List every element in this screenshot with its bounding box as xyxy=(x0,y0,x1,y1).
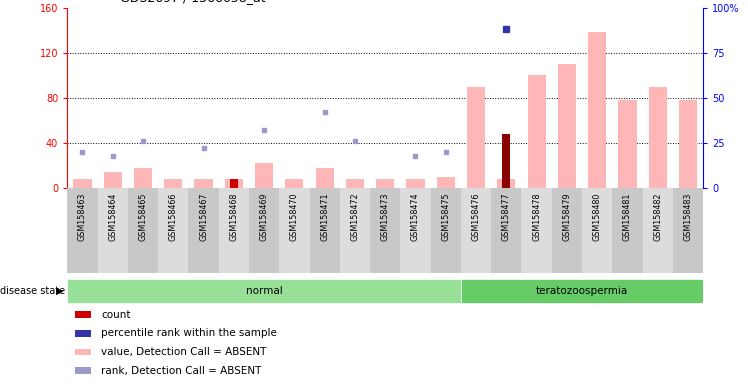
Bar xyxy=(249,188,279,273)
Bar xyxy=(502,134,510,188)
Bar xyxy=(673,188,703,273)
Bar xyxy=(619,100,637,188)
Bar xyxy=(461,279,703,303)
Bar xyxy=(188,188,218,273)
Bar xyxy=(75,330,91,337)
Text: GSM158476: GSM158476 xyxy=(471,192,480,241)
Bar xyxy=(497,179,515,188)
Text: GSM158472: GSM158472 xyxy=(351,192,360,241)
Bar xyxy=(218,188,249,273)
Bar xyxy=(285,179,304,188)
Bar xyxy=(400,188,431,273)
Bar xyxy=(134,168,152,188)
Bar xyxy=(67,188,97,273)
Bar xyxy=(461,188,491,273)
Bar xyxy=(158,188,188,273)
Bar xyxy=(75,311,91,318)
Bar xyxy=(128,188,158,273)
Bar xyxy=(340,188,370,273)
Text: GSM158481: GSM158481 xyxy=(623,192,632,241)
Text: percentile rank within the sample: percentile rank within the sample xyxy=(101,328,277,338)
Bar xyxy=(194,179,212,188)
Bar xyxy=(437,177,455,188)
Text: count: count xyxy=(101,310,130,319)
Bar xyxy=(527,75,546,188)
Bar xyxy=(521,188,552,273)
Bar xyxy=(467,87,485,188)
Bar xyxy=(75,349,91,356)
Text: GSM158464: GSM158464 xyxy=(108,192,117,241)
Text: rank, Detection Call = ABSENT: rank, Detection Call = ABSENT xyxy=(101,366,261,376)
Bar xyxy=(67,279,461,303)
Bar xyxy=(613,188,643,273)
Text: GSM158471: GSM158471 xyxy=(320,192,329,241)
Text: GSM158483: GSM158483 xyxy=(684,192,693,241)
Text: GSM158480: GSM158480 xyxy=(592,192,601,241)
Bar xyxy=(552,188,582,273)
Bar xyxy=(406,179,425,188)
Text: teratozoospermia: teratozoospermia xyxy=(536,286,628,296)
Text: GSM158466: GSM158466 xyxy=(169,192,178,241)
Bar xyxy=(97,188,128,273)
Bar xyxy=(104,172,122,188)
Bar xyxy=(310,188,340,273)
Bar xyxy=(582,188,613,273)
Bar xyxy=(588,33,606,188)
Bar xyxy=(558,64,576,188)
Text: ▶: ▶ xyxy=(56,286,64,296)
Bar xyxy=(679,100,697,188)
Bar xyxy=(370,188,400,273)
Text: GSM158478: GSM158478 xyxy=(532,192,541,241)
Text: disease state: disease state xyxy=(0,286,65,296)
Text: GSM158470: GSM158470 xyxy=(290,192,299,241)
Bar xyxy=(224,179,243,188)
Text: GSM158474: GSM158474 xyxy=(411,192,420,241)
Bar xyxy=(316,168,334,188)
Text: GSM158475: GSM158475 xyxy=(441,192,450,241)
Bar xyxy=(75,367,91,374)
Bar xyxy=(346,179,364,188)
Text: GDS2697 / 1566658_at: GDS2697 / 1566658_at xyxy=(120,0,266,4)
Bar xyxy=(230,179,238,188)
Text: GSM158477: GSM158477 xyxy=(502,192,511,241)
Bar xyxy=(279,188,310,273)
Text: GSM158469: GSM158469 xyxy=(260,192,269,241)
Text: normal: normal xyxy=(246,286,283,296)
Bar xyxy=(255,163,273,188)
Text: GSM158468: GSM158468 xyxy=(230,192,239,241)
Bar xyxy=(649,87,666,188)
Text: GSM158473: GSM158473 xyxy=(381,192,390,241)
Text: GSM158463: GSM158463 xyxy=(78,192,87,241)
Bar xyxy=(165,179,183,188)
Text: GSM158479: GSM158479 xyxy=(562,192,571,241)
Text: GSM158482: GSM158482 xyxy=(653,192,662,241)
Text: GSM158467: GSM158467 xyxy=(199,192,208,241)
Bar xyxy=(73,179,91,188)
Text: value, Detection Call = ABSENT: value, Detection Call = ABSENT xyxy=(101,347,266,357)
Bar xyxy=(491,188,521,273)
Bar xyxy=(643,188,673,273)
Bar xyxy=(376,179,394,188)
Bar xyxy=(431,188,461,273)
Text: GSM158465: GSM158465 xyxy=(138,192,147,241)
